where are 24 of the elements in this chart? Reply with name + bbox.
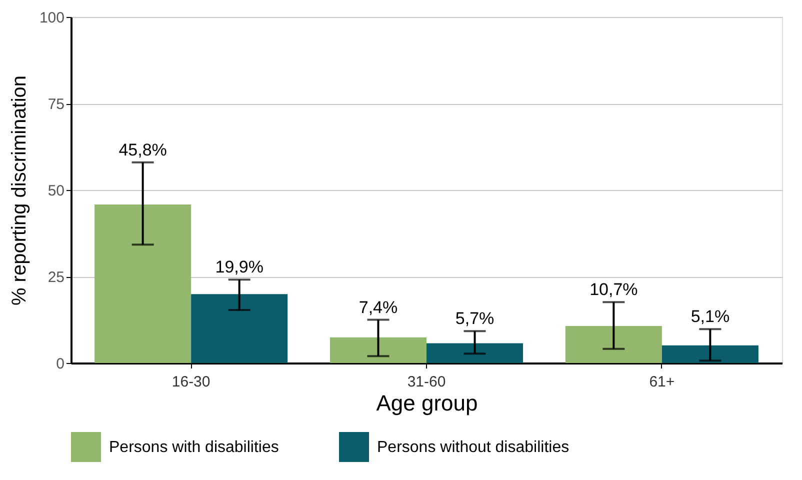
bar [191, 294, 288, 363]
x-tick-label: 61+ [649, 374, 675, 390]
y-tick-label: 25 [48, 269, 64, 286]
data-label: 45,8% [118, 140, 167, 160]
legend-label: Persons without disabilities [377, 439, 570, 456]
bar [94, 204, 192, 363]
data-label: 5,7% [455, 309, 494, 328]
y-tick-label: 75 [48, 96, 64, 113]
y-tick-label: 50 [48, 182, 64, 200]
x-axis-title: Age group [376, 390, 478, 416]
data-label: 5,1% [690, 307, 730, 326]
data-label: 19,9% [215, 258, 264, 277]
y-tick-label: 0 [56, 356, 64, 372]
y-axis-title: % reporting discrimination [8, 75, 30, 306]
x-tick-label: 31-60 [407, 374, 446, 390]
bar [330, 337, 426, 363]
bar [662, 345, 758, 363]
bar [426, 343, 524, 363]
legend-label: Persons with disabilities [109, 439, 279, 456]
y-tick-label: 100 [39, 10, 64, 26]
bar [565, 326, 662, 363]
data-label: 10,7% [590, 280, 638, 300]
x-tick-label: 16-30 [172, 374, 210, 390]
data-label: 7,4% [358, 298, 398, 317]
